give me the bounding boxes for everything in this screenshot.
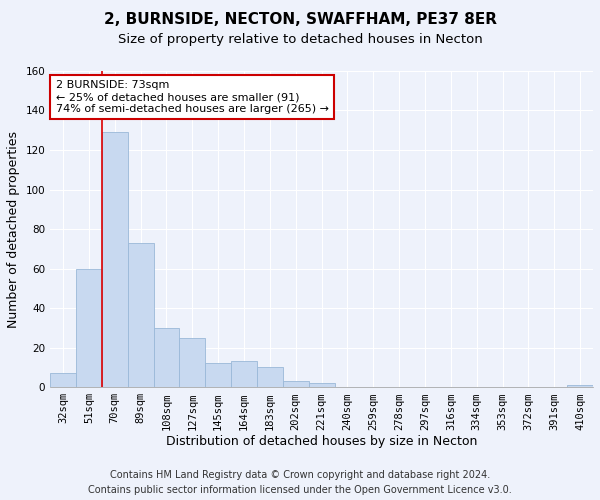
Bar — [257, 368, 283, 387]
Bar — [308, 383, 335, 387]
Bar — [231, 362, 257, 387]
Bar — [76, 268, 102, 387]
Bar — [50, 374, 76, 387]
Bar — [154, 328, 179, 387]
Bar — [128, 243, 154, 387]
Y-axis label: Number of detached properties: Number of detached properties — [7, 130, 20, 328]
Text: 2 BURNSIDE: 73sqm
← 25% of detached houses are smaller (91)
74% of semi-detached: 2 BURNSIDE: 73sqm ← 25% of detached hous… — [56, 80, 329, 114]
Bar — [205, 364, 231, 387]
Bar — [102, 132, 128, 387]
Bar — [179, 338, 205, 387]
Text: 2, BURNSIDE, NECTON, SWAFFHAM, PE37 8ER: 2, BURNSIDE, NECTON, SWAFFHAM, PE37 8ER — [104, 12, 497, 28]
Text: Contains HM Land Registry data © Crown copyright and database right 2024.
Contai: Contains HM Land Registry data © Crown c… — [88, 470, 512, 495]
Text: Size of property relative to detached houses in Necton: Size of property relative to detached ho… — [118, 32, 482, 46]
X-axis label: Distribution of detached houses by size in Necton: Distribution of detached houses by size … — [166, 435, 477, 448]
Bar — [567, 385, 593, 387]
Bar — [283, 381, 308, 387]
